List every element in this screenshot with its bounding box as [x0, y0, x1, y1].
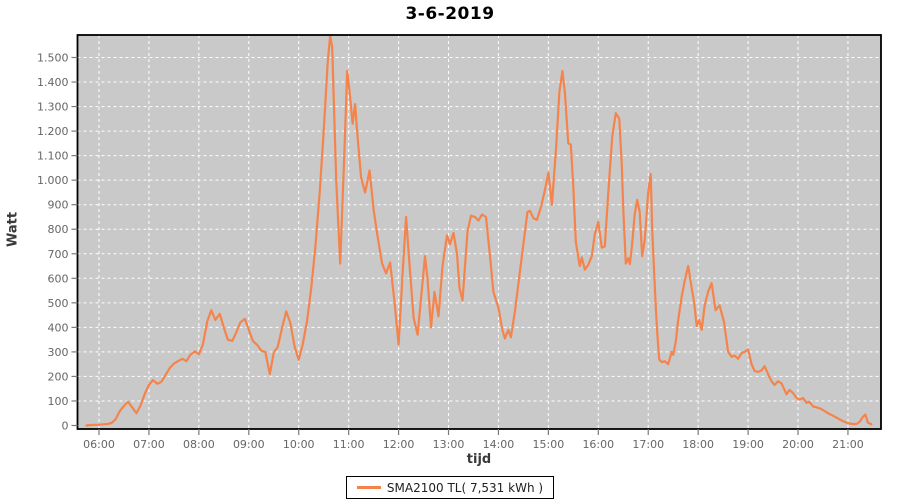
x-tick-label: 08:00 — [183, 438, 215, 451]
x-tick-label: 21:00 — [832, 438, 864, 451]
y-tick-label: 1.200 — [37, 125, 69, 138]
series-line — [85, 34, 873, 427]
x-tick-label: 06:00 — [83, 438, 115, 451]
y-tick-label: 300 — [48, 346, 69, 359]
x-tick-label: 13:00 — [433, 438, 465, 451]
y-tick-label: 100 — [48, 395, 69, 408]
y-tick-label: 500 — [48, 297, 69, 310]
plot-background — [77, 35, 881, 429]
y-tick-label: 1.100 — [37, 150, 69, 163]
x-tick-label: 15:00 — [533, 438, 565, 451]
x-tick-label: 20:00 — [782, 438, 814, 451]
chart-title: 3-6-2019 — [405, 4, 495, 24]
y-axis-title: Watt — [5, 211, 21, 248]
x-tick-label: 10:00 — [283, 438, 315, 451]
x-axis-title: tijd — [466, 452, 492, 467]
plot-border — [76, 34, 882, 430]
y-tick-label: 1.500 — [37, 52, 69, 65]
legend-line-swatch — [356, 486, 381, 489]
y-tick-label: 200 — [48, 370, 69, 383]
y-tick-label: 1.000 — [37, 174, 69, 187]
y-tick-label: 800 — [48, 223, 69, 236]
y-tick-label: 1.300 — [37, 101, 69, 114]
x-tick-label: 11:00 — [333, 438, 365, 451]
y-tick-label: 1.400 — [37, 76, 69, 89]
y-tick-label: 400 — [48, 321, 69, 334]
y-tick-label: 700 — [48, 248, 69, 261]
y-tick-label: 900 — [48, 199, 69, 212]
x-tick-label: 07:00 — [133, 438, 165, 451]
x-tick-label: 19:00 — [732, 438, 764, 451]
x-tick-label: 14:00 — [483, 438, 515, 451]
legend: SMA2100 TL( 7,531 kWh ) — [0, 476, 900, 499]
x-tick-label: 18:00 — [682, 438, 714, 451]
x-tick-label: 09:00 — [233, 438, 265, 451]
x-tick-label: 17:00 — [632, 438, 664, 451]
y-tick-label: 0 — [62, 420, 69, 433]
x-tick-label: 16:00 — [582, 438, 614, 451]
x-tick-label: 12:00 — [383, 438, 415, 451]
legend-label: SMA2100 TL( 7,531 kWh ) — [386, 480, 544, 495]
y-tick-label: 600 — [48, 272, 69, 285]
legend-box: SMA2100 TL( 7,531 kWh ) — [345, 476, 555, 499]
